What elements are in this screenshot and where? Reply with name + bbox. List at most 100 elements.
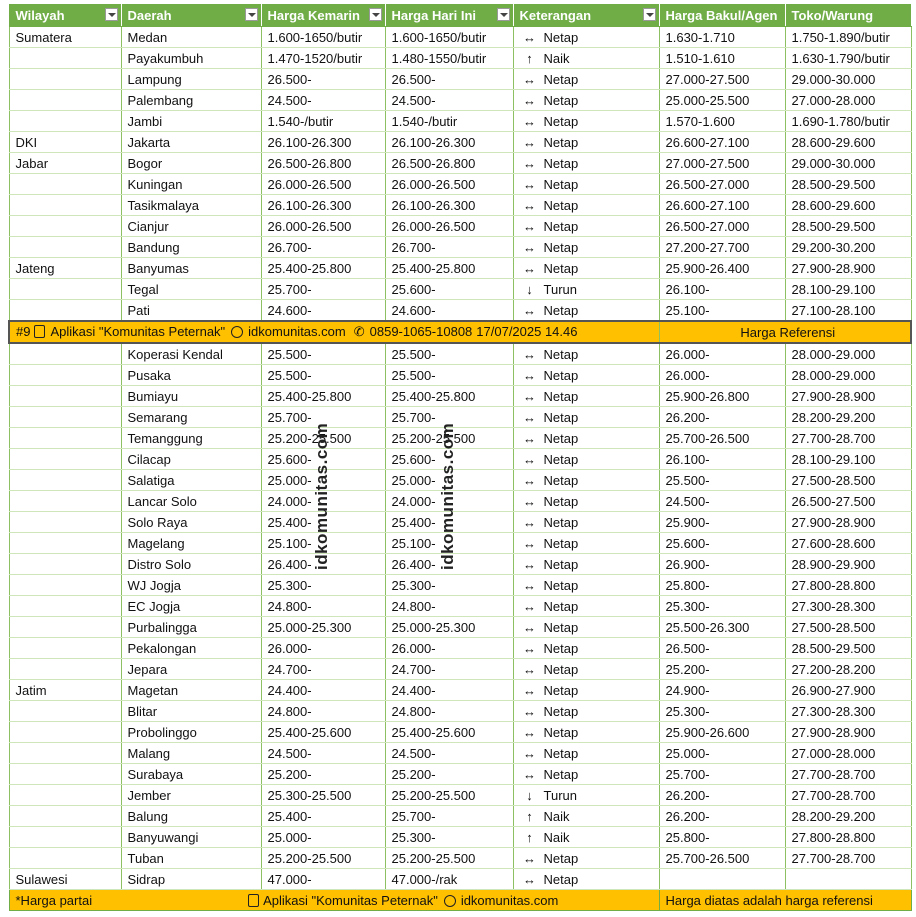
status-icon: ↔ — [523, 451, 536, 467]
header-cell: Daerah — [120, 4, 262, 27]
harga-kemarin: 25.200-25.500 — [260, 847, 386, 869]
status-icon: ↔ — [523, 766, 536, 782]
wilayah — [8, 637, 122, 659]
harga-bakul: 26.600-27.100 — [658, 194, 786, 216]
keterangan: ↔ Netap — [512, 847, 660, 869]
data-row: Jatim Magetan 24.400- 24.400- ↔ Netap 24.900- 2… — [8, 679, 912, 701]
harga-kemarin: 25.600- — [260, 448, 386, 470]
keterangan: ↔ Netap — [512, 68, 660, 90]
banner-app: Aplikasi "Komunitas Peternak" — [50, 324, 226, 339]
daerah: Lancar Solo — [120, 490, 262, 512]
data-row: Kuningan 26.000-26.500 26.000-26.500 ↔ Netap… — [8, 173, 912, 195]
wilayah: Jabar — [8, 152, 122, 174]
harga-kemarin: 25.100- — [260, 532, 386, 554]
wilayah — [8, 194, 122, 216]
wilayah — [8, 47, 122, 69]
header-row: Wilayah Daerah Harga Kemarin Harga Hari Ini… — [8, 4, 912, 27]
phone-icon: ✆ — [353, 324, 365, 339]
harga-bakul: 25.900- — [658, 511, 786, 533]
harga-bakul: 25.000- — [658, 742, 786, 764]
keterangan: ↔ Netap — [512, 110, 660, 132]
keterangan: ↔ Netap — [512, 700, 660, 722]
status-icon: ↔ — [523, 724, 536, 740]
status-icon: ↔ — [523, 430, 536, 446]
harga-bakul: 25.900-26.400 — [658, 257, 786, 279]
data-row: Palembang 24.500- 24.500- ↔ Netap 25.000-25.5… — [8, 89, 912, 111]
status-icon: ↔ — [523, 619, 536, 635]
harga-bakul: 25.500- — [658, 469, 786, 491]
data-row: Temanggung 25.200-25.500 25.200-25.500 ↔ Net… — [8, 427, 912, 449]
daerah: Tasikmalaya — [120, 194, 262, 216]
header-cell: Wilayah — [8, 4, 122, 27]
header-label: Harga Bakul/Agen — [665, 8, 778, 23]
harga-bakul: 25.300- — [658, 700, 786, 722]
filter-button — [642, 8, 656, 21]
harga-hari-ini: 26.400- — [384, 553, 514, 575]
harga-hari-ini: 25.600- — [384, 278, 514, 300]
data-row: Sumatera Medan 1.600-1650/butir 1.600-1650/… — [8, 26, 912, 48]
harga-bakul: 25.700-26.500 — [658, 847, 786, 869]
wilayah — [8, 784, 122, 806]
wilayah — [8, 385, 122, 407]
footer-right: Harga diatas adalah harga referensi — [658, 889, 912, 911]
status-icon: ↔ — [523, 92, 536, 108]
daerah: Cianjur — [120, 215, 262, 237]
wilayah — [8, 826, 122, 848]
status-text: Netap — [543, 239, 579, 255]
harga-toko: 27.700-28.700 — [784, 427, 912, 449]
header-cell: Toko/Warung — [784, 4, 912, 27]
wilayah — [8, 236, 122, 258]
data-row: Bumiayu 25.400-25.800 25.400-25.800 ↔ Netap 2… — [8, 385, 912, 407]
harga-toko: 27.900-28.900 — [784, 257, 912, 279]
harga-bakul: 26.600-27.100 — [658, 131, 786, 153]
harga-bakul: 26.000- — [658, 342, 786, 365]
wilayah — [8, 658, 122, 680]
daerah: Sidrap — [120, 868, 262, 890]
status-icon: ↔ — [523, 577, 536, 593]
keterangan: ↔ Netap — [512, 406, 660, 428]
data-row: Semarang 25.700- 25.700- ↔ Netap 26.200- 28.20… — [8, 406, 912, 428]
data-row: Koperasi Kendal 25.500- 25.500- ↔ Netap 26.00… — [8, 342, 912, 365]
harga-bakul: 25.900-26.600 — [658, 721, 786, 743]
wilayah — [8, 595, 122, 617]
keterangan: ↓ Turun — [512, 278, 660, 300]
harga-toko: 27.000-28.000 — [784, 89, 912, 111]
wilayah — [8, 173, 122, 195]
status-text: Naik — [543, 829, 570, 845]
banner-right: Harga Referensi — [658, 320, 912, 344]
harga-hari-ini: 26.000- — [384, 637, 514, 659]
harga-kemarin: 24.600- — [260, 299, 386, 322]
status-icon: ↔ — [523, 493, 536, 509]
harga-bakul: 25.500-26.300 — [658, 616, 786, 638]
daerah: Bumiayu — [120, 385, 262, 407]
data-row: Magelang 25.100- 25.100- ↔ Netap 25.600- 27.60… — [8, 532, 912, 554]
wilayah: DKI — [8, 131, 122, 153]
keterangan: ↔ Netap — [512, 637, 660, 659]
harga-bakul: 27.000-27.500 — [658, 68, 786, 90]
harga-kemarin: 24.500- — [260, 742, 386, 764]
data-row: Bandung 26.700- 26.700- ↔ Netap 27.200-27.700… — [8, 236, 912, 258]
keterangan: ↔ Netap — [512, 236, 660, 258]
harga-toko: 28.200-29.200 — [784, 406, 912, 428]
keterangan: ↔ Netap — [512, 721, 660, 743]
harga-hari-ini: 26.100-26.300 — [384, 131, 514, 153]
harga-bakul: 25.600- — [658, 532, 786, 554]
status-text: Netap — [543, 451, 579, 467]
keterangan: ↔ Netap — [512, 448, 660, 470]
harga-kemarin: 25.400-25.800 — [260, 257, 386, 279]
daerah: Payakumbuh — [120, 47, 262, 69]
status-text: Netap — [543, 92, 579, 108]
daerah: Probolinggo — [120, 721, 262, 743]
daerah: Jember — [120, 784, 262, 806]
keterangan: ↔ Netap — [512, 364, 660, 386]
banner-info: #9 Aplikasi "Komunitas Peternak" idkomunit… — [8, 320, 660, 344]
harga-kemarin: 25.300-25.500 — [260, 784, 386, 806]
keterangan: ↔ Netap — [512, 89, 660, 111]
status-icon: ↔ — [523, 388, 536, 404]
data-row: WJ Jogja 25.300- 25.300- ↔ Netap 25.800- 27.80… — [8, 574, 912, 596]
harga-bakul: 26.000- — [658, 364, 786, 386]
data-row: Tasikmalaya 26.100-26.300 26.100-26.300 ↔ Ne… — [8, 194, 912, 216]
status-icon: ↑ — [526, 808, 533, 824]
wilayah — [8, 448, 122, 470]
wilayah — [8, 278, 122, 300]
